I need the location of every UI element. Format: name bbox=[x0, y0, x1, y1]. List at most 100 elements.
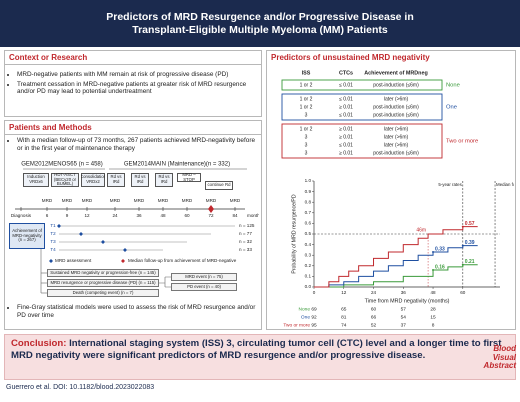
timepoint: 84 bbox=[232, 213, 238, 218]
rate-point bbox=[432, 269, 435, 272]
rate-label: 0.16 bbox=[435, 264, 445, 270]
table-cell: 1 or 2 bbox=[300, 82, 313, 88]
section-heading: Patients and Methods bbox=[5, 121, 261, 135]
logo-word: Visual bbox=[492, 352, 516, 362]
risk-count: 60 bbox=[371, 306, 377, 312]
treatment-box: Rd vs IRd bbox=[107, 173, 125, 187]
timepoint: 12 bbox=[84, 213, 90, 218]
table-cell: post-induction (≤6m) bbox=[373, 112, 419, 118]
timepoint: 24 bbox=[112, 213, 118, 218]
y-tick-label: 0.1 bbox=[305, 274, 312, 279]
event-box: PD event (n = 40) bbox=[171, 283, 237, 291]
mrd-label: MRD bbox=[134, 198, 145, 203]
x-axis-label: Time from MRD negativity (months) bbox=[365, 298, 450, 304]
y-tick-label: 0.3 bbox=[305, 252, 312, 257]
table-cell: later (>6m) bbox=[384, 126, 409, 132]
bullet: Treatment cessation in MRD-negative pati… bbox=[17, 81, 261, 96]
citation: Guerrero et al. DOI: 10.1182/blood.20230… bbox=[6, 384, 155, 391]
x-tick-label: 0 bbox=[313, 290, 316, 295]
event-box: MRD event (n = 75) bbox=[171, 273, 237, 281]
title: Predictors of MRD Resurgence and/or Prog… bbox=[106, 10, 414, 36]
step-curve bbox=[314, 226, 478, 288]
risk-count: 15 bbox=[430, 314, 436, 320]
timepoint: 36 bbox=[136, 213, 142, 218]
y-tick-label: 0.4 bbox=[305, 242, 312, 247]
arm-marker bbox=[123, 248, 127, 252]
reference-label: Median follow-up bbox=[496, 182, 514, 187]
timeline: GEM2012MENOS65 (n = 458) GEM2014MAIN (Mai… bbox=[9, 162, 259, 297]
table-cell: ≤ 0.01 bbox=[339, 142, 353, 148]
risk-row-label: One bbox=[301, 314, 310, 320]
mrd-label: MRD bbox=[110, 198, 121, 203]
section-heading: Predictors of unsustained MRD negativity bbox=[271, 53, 430, 62]
arm-marker bbox=[79, 232, 83, 236]
methods-section: Patients and Methods With a median follo… bbox=[4, 120, 262, 330]
bullet-list: With a median follow-up of 73 months, 26… bbox=[5, 137, 261, 152]
step-curve bbox=[314, 245, 478, 288]
risk-count: 57 bbox=[401, 306, 407, 312]
table-cell: 1 or 2 bbox=[300, 104, 313, 110]
y-axis-label: Probability of MRD resurgence/PD bbox=[291, 194, 297, 274]
table-cell: ≤ 0.01 bbox=[339, 96, 353, 102]
treatment-box: HDT-ASCT (BECy20 or BUMEL) bbox=[51, 173, 79, 187]
y-tick-label: 0.0 bbox=[305, 284, 312, 289]
risk-count: 52 bbox=[371, 322, 377, 328]
rate-point bbox=[461, 244, 464, 247]
outcome: MRD resurgence or progressive disease (P… bbox=[47, 279, 159, 287]
arm-n: n = 125 bbox=[239, 223, 255, 228]
treatment: MRD – STOP bbox=[177, 173, 201, 182]
arm-label: T4 bbox=[50, 247, 56, 252]
arm-label: T1 bbox=[50, 223, 56, 228]
x-tick-label: 12 bbox=[341, 290, 347, 295]
achievement-box: Achievement of MRD-negativity (n = 267) bbox=[9, 223, 45, 249]
rate-point bbox=[461, 263, 464, 266]
risk-count: 66 bbox=[371, 314, 377, 320]
rate-label: 0.57 bbox=[465, 221, 475, 227]
legend-marker bbox=[49, 259, 53, 263]
conclusion-text: International staging system (ISS) 3, ci… bbox=[11, 338, 502, 361]
table-cell: ≥ 0.01 bbox=[339, 134, 353, 140]
timepoint: 72 bbox=[208, 213, 214, 218]
table-cell: 3 bbox=[305, 112, 308, 118]
treatment-box: Rd vs IRd bbox=[131, 173, 149, 187]
column-header: CTCs bbox=[339, 70, 353, 76]
rate-point bbox=[432, 251, 435, 254]
timepoint: 60 bbox=[184, 213, 190, 218]
treatment: HDT-ASCT (BECy20 or BUMEL) bbox=[51, 173, 79, 187]
table-cell: later (>6m) bbox=[384, 142, 409, 148]
study-label: GEM2012MENOS65 (n = 458) bbox=[21, 162, 103, 168]
arm-n: n = 32 bbox=[239, 239, 252, 244]
outcome-box: Sustained MRD negativity or progression-… bbox=[47, 269, 159, 277]
risk-count: 65 bbox=[341, 306, 347, 312]
risk-count: 74 bbox=[341, 322, 347, 328]
column-header: ISS bbox=[302, 70, 311, 76]
table-cell: ≤ 0.01 bbox=[339, 82, 353, 88]
header: Predictors of MRD Resurgence and/or Prog… bbox=[0, 0, 520, 47]
rate-label: 0.39 bbox=[465, 240, 475, 246]
treatment-box: Consolidation VRDx2 bbox=[81, 173, 105, 187]
outcome: Death (competing event) (n = 7) bbox=[47, 289, 159, 297]
arm-marker bbox=[57, 224, 61, 228]
x-tick-label: 24 bbox=[371, 290, 377, 295]
study-label: GEM2014MAIN (Maintenance)(n = 332) bbox=[124, 162, 230, 168]
treatment: Rd vs IRd bbox=[131, 173, 149, 187]
y-tick-label: 0.7 bbox=[305, 210, 312, 215]
table-cell: post-induction (≤6m) bbox=[373, 82, 419, 88]
table-cell: 3 bbox=[305, 134, 308, 140]
group-box bbox=[281, 123, 443, 159]
event: PD event (n = 40) bbox=[171, 283, 237, 291]
treatment: Rd vs IRd bbox=[155, 173, 173, 187]
outcome: Sustained MRD negativity or progression-… bbox=[47, 269, 159, 277]
mrd-label: MRD bbox=[158, 198, 169, 203]
connector bbox=[159, 276, 171, 288]
bullet-list: MRD-negative patients with MM remain at … bbox=[5, 71, 261, 96]
mrd-label: MRD bbox=[62, 198, 73, 203]
y-tick-label: 0.9 bbox=[305, 189, 312, 194]
bullet: Fine-Gray statistical models were used t… bbox=[17, 304, 259, 319]
legend-text: MRD assessment bbox=[55, 258, 92, 263]
treatment-box: Rd vs IRd bbox=[155, 173, 173, 187]
group-label: One bbox=[446, 105, 457, 111]
group-box bbox=[281, 79, 443, 91]
predictors-section: Predictors of unsustained MRD negativity… bbox=[266, 50, 516, 330]
achievement: Achievement of MRD-negativity (n = 267) bbox=[9, 223, 45, 249]
